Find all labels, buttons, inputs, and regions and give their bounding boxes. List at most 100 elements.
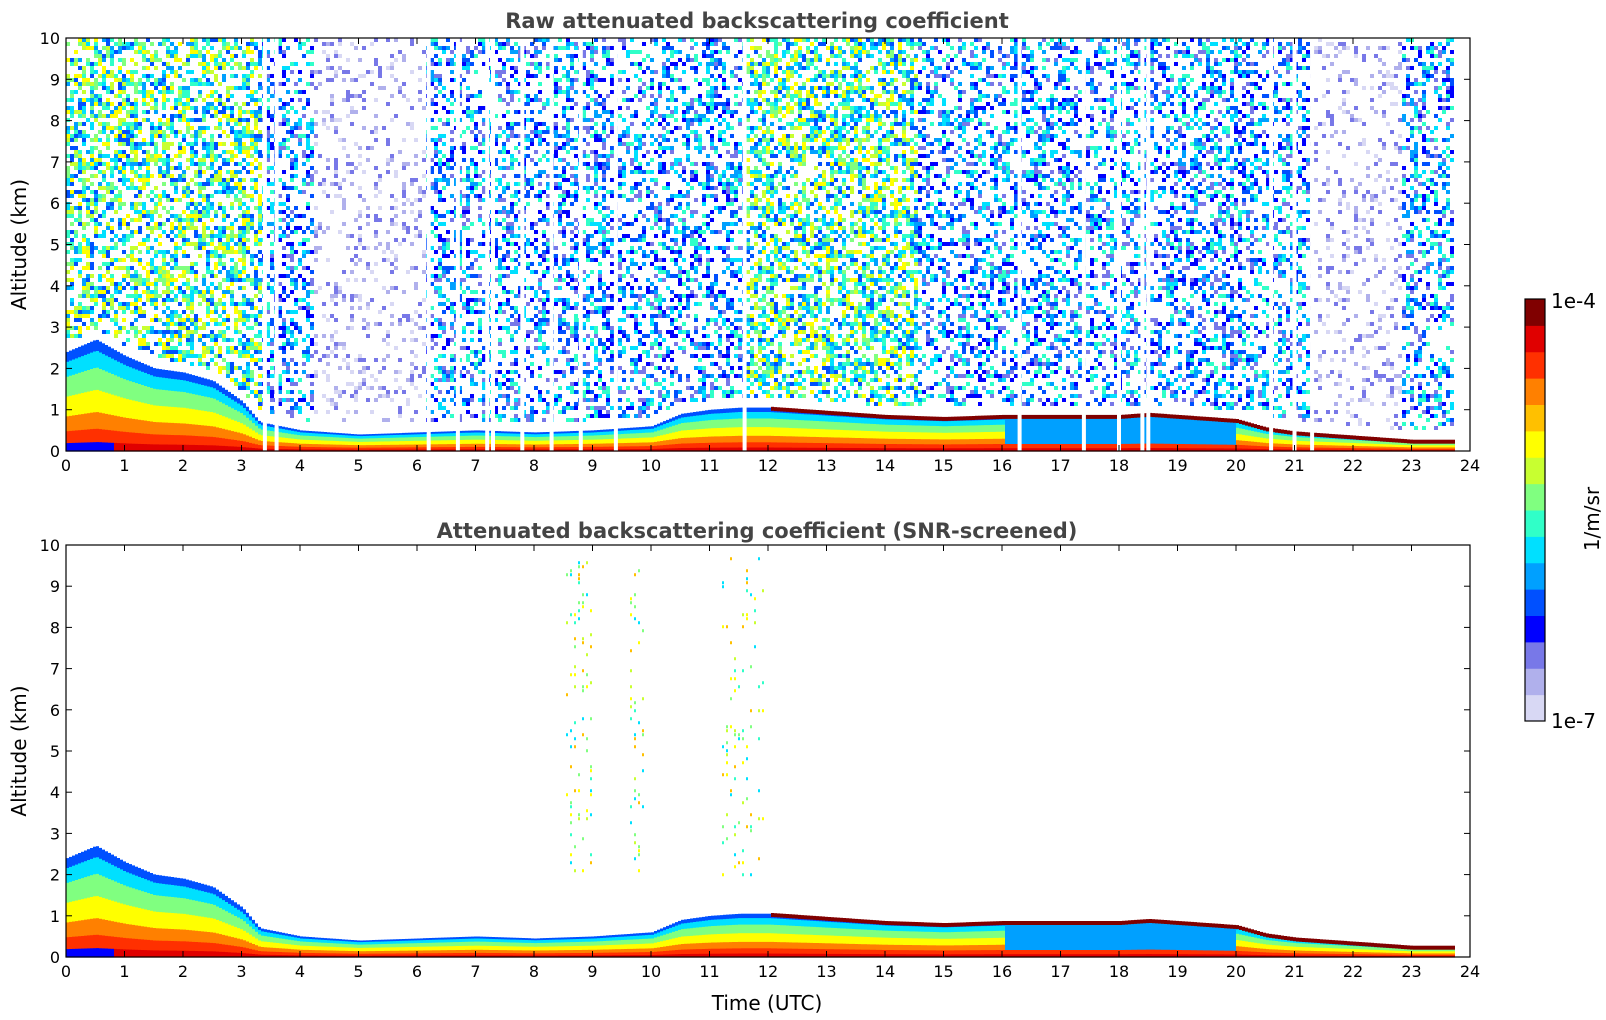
backscatter-cell (98, 130, 102, 134)
backscatter-cell (282, 398, 286, 402)
backscatter-cell (474, 186, 478, 190)
backscatter-cell (254, 114, 258, 118)
backscatter-cell (166, 38, 170, 42)
backscatter-cell (66, 322, 70, 326)
backscatter-cell (294, 326, 298, 330)
backscatter-cell (142, 290, 146, 294)
backscatter-cell (94, 194, 98, 198)
backscatter-cell (350, 42, 354, 46)
backscatter-cell (210, 254, 214, 258)
backscatter-cell (162, 130, 166, 134)
backscatter-cell (186, 326, 190, 330)
backscatter-cell (198, 170, 202, 174)
backscatter-cell (126, 238, 130, 242)
backscatter-cell (514, 122, 518, 126)
backscatter-cell (230, 338, 234, 342)
backscatter-cell (98, 250, 102, 254)
backscatter-cell (154, 162, 158, 166)
backscatter-cell (122, 218, 126, 222)
backscatter-cell (142, 98, 146, 102)
backscatter-cell (194, 242, 198, 246)
backscatter-cell (278, 218, 282, 222)
backscatter-cell (458, 286, 462, 290)
backscatter-cell (186, 42, 190, 46)
backscatter-cell (606, 50, 610, 54)
backscatter-cell (562, 210, 566, 214)
backscatter-cell (518, 262, 522, 266)
backscatter-cell (214, 210, 218, 214)
backscatter-cell (442, 294, 446, 298)
backscatter-cell (206, 154, 210, 158)
backscatter-cell (66, 194, 70, 198)
backscatter-cell (82, 138, 86, 142)
backscatter-cell (270, 166, 274, 170)
backscatter-cell (122, 78, 126, 82)
backscatter-cell (534, 230, 538, 234)
backscatter-cell (266, 98, 270, 102)
backscatter-cell (162, 70, 166, 74)
backscatter-cell (458, 390, 462, 394)
backscatter-cell (206, 302, 210, 306)
backscatter-cell (270, 206, 274, 210)
backscatter-cell (590, 302, 594, 306)
backscatter-cell (290, 210, 294, 214)
backscatter-cell (362, 98, 366, 102)
backscatter-cell (78, 306, 82, 310)
backscatter-cell (442, 162, 446, 166)
backscatter-cell (194, 54, 198, 58)
backscatter-cell (446, 122, 450, 126)
backscatter-cell (146, 298, 150, 302)
backscatter-cell (526, 242, 530, 246)
backscatter-cell (514, 350, 518, 354)
backscatter-cell (566, 302, 570, 306)
backscatter-cell (558, 338, 562, 342)
backscatter-cell (470, 158, 474, 162)
backscatter-cell (506, 86, 510, 90)
backscatter-cell (146, 286, 150, 290)
backscatter-cell (386, 342, 390, 346)
backscatter-cell (98, 234, 102, 238)
backscatter-cell (270, 222, 274, 226)
backscatter-cell (498, 74, 502, 78)
backscatter-cell (286, 274, 290, 278)
backscatter-cell (270, 258, 274, 262)
backscatter-cell (258, 398, 262, 402)
backscatter-cell (106, 190, 110, 194)
backscatter-cell (222, 214, 226, 218)
backscatter-cell (602, 306, 606, 310)
backscatter-cell (162, 42, 166, 46)
backscatter-cell (354, 142, 358, 146)
backscatter-cell (482, 298, 486, 302)
backscatter-cell (218, 142, 222, 146)
backscatter-cell (562, 310, 566, 314)
backscatter-cell (502, 302, 506, 306)
backscatter-cell (298, 330, 302, 334)
backscatter-cell (554, 358, 558, 362)
backscatter-cell (542, 410, 546, 414)
backscatter-cell (102, 298, 106, 302)
backscatter-cell (510, 370, 514, 374)
backscatter-cell (118, 50, 122, 54)
backscatter-cell (566, 94, 570, 98)
backscatter-cell (250, 218, 254, 222)
backscatter-cell (518, 58, 522, 62)
backscatter-cell (250, 62, 254, 66)
backscatter-cell (318, 286, 322, 290)
backscatter-cell (414, 366, 418, 370)
backscatter-cell (510, 98, 514, 102)
backscatter-cell (146, 278, 150, 282)
backscatter-cell (238, 214, 242, 218)
backscatter-cell (214, 174, 218, 178)
backscatter-cell (466, 286, 470, 290)
backscatter-cell (606, 310, 610, 314)
backscatter-cell (206, 206, 210, 210)
backscatter-cell (202, 54, 206, 58)
backscatter-cell (530, 118, 534, 122)
backscatter-cell (198, 318, 202, 322)
backscatter-cell (246, 86, 250, 90)
backscatter-cell (154, 158, 158, 162)
backscatter-cell (90, 66, 94, 70)
backscatter-cell (542, 318, 546, 322)
backscatter-cell (422, 158, 426, 162)
backscatter-cell (278, 374, 282, 378)
